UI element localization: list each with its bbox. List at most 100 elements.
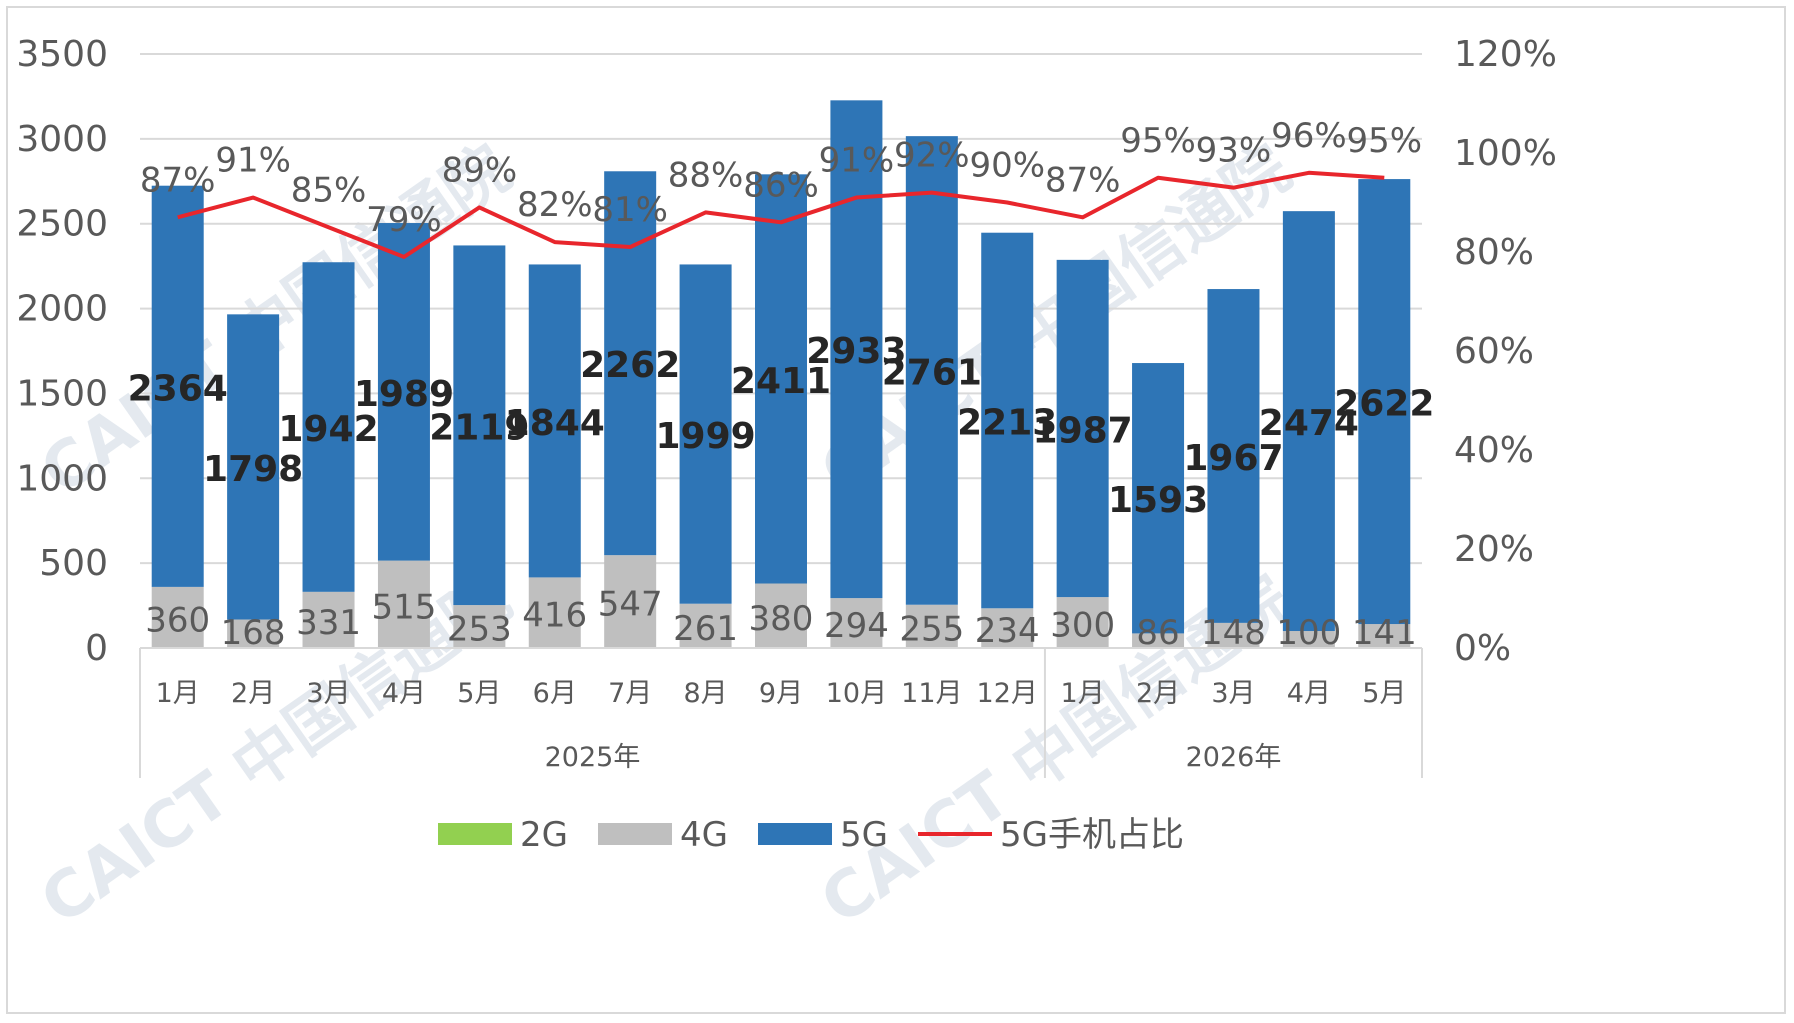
label-share: 82% — [517, 185, 593, 225]
bar-4g — [830, 598, 883, 648]
label-4g: 380 — [749, 599, 814, 639]
bar-5g — [227, 314, 280, 620]
label-4g: 294 — [824, 606, 889, 646]
x-tick-label: 4月 — [382, 678, 426, 709]
label-4g: 261 — [673, 609, 738, 649]
label-share: 88% — [668, 155, 744, 195]
x-tick-label: 3月 — [1211, 678, 1255, 709]
x-tick-label: 4月 — [1287, 678, 1331, 709]
bar-5g — [302, 262, 355, 592]
bar-5g — [1132, 363, 1185, 634]
y-tick-label: 500 — [39, 543, 108, 584]
x-tick-label: 1月 — [1061, 678, 1105, 709]
bar-5g — [981, 232, 1034, 609]
bar-4g — [1207, 622, 1260, 648]
x-tick-label: 9月 — [759, 678, 803, 709]
legend-label: 2G — [520, 815, 568, 855]
label-5g: 2622 — [1334, 384, 1434, 425]
legend-label: 5G手机占比 — [1000, 815, 1184, 855]
x-tick-label: 8月 — [683, 678, 727, 709]
bar-5g — [679, 264, 732, 604]
label-5g: 1989 — [354, 374, 454, 415]
label-4g: 515 — [371, 587, 436, 627]
y-tick-label: 2500 — [16, 204, 108, 245]
label-share: 89% — [442, 150, 518, 190]
label-5g: 2411 — [731, 361, 831, 402]
x-tick-label: 2月 — [1136, 678, 1180, 709]
label-4g: 360 — [145, 600, 210, 640]
label-share: 92% — [894, 136, 970, 176]
bar-5g — [528, 264, 581, 578]
label-5g: 1798 — [203, 449, 303, 490]
label-share: 85% — [291, 170, 367, 210]
bar-5g — [604, 171, 657, 556]
bar-5g — [151, 185, 204, 587]
label-5g: 2761 — [882, 352, 982, 393]
label-5g: 1999 — [655, 416, 755, 457]
bar-5g — [377, 223, 430, 561]
bar-5g — [1282, 211, 1335, 632]
bar-4g — [905, 604, 958, 648]
label-5g: 1593 — [1108, 480, 1208, 521]
bar-4g — [227, 619, 280, 648]
label-4g: 100 — [1276, 613, 1341, 653]
legend-label: 4G — [680, 815, 728, 855]
label-5g: 2262 — [580, 345, 680, 386]
y2-tick-label: 100% — [1454, 133, 1557, 174]
y2-tick-label: 40% — [1454, 430, 1534, 471]
label-4g: 253 — [447, 610, 512, 650]
label-share: 87% — [1045, 160, 1121, 200]
bar-5g — [1358, 179, 1411, 625]
x-tick-label: 7月 — [608, 678, 652, 709]
bar-5g — [830, 100, 883, 599]
y-tick-label: 0 — [85, 628, 108, 669]
y2-tick-label: 120% — [1454, 34, 1557, 75]
bar-4g — [755, 583, 807, 648]
y2-tick-label: 80% — [1454, 232, 1534, 273]
label-4g: 300 — [1050, 606, 1115, 646]
bar-4g — [1132, 633, 1185, 648]
y2-tick-label: 0% — [1454, 628, 1511, 669]
bar-5g — [1056, 259, 1109, 598]
label-share: 93% — [1196, 131, 1272, 171]
bar-4g — [528, 577, 581, 648]
legend-label: 5G — [840, 815, 888, 855]
bar-4g — [1282, 631, 1335, 648]
label-share: 90% — [969, 146, 1045, 186]
label-5g: 1987 — [1033, 410, 1133, 451]
bar-4g — [1358, 624, 1411, 648]
label-4g: 234 — [975, 611, 1040, 651]
bar-5g — [1207, 289, 1260, 623]
share-line — [177, 170, 1385, 259]
bar-4g — [981, 608, 1034, 648]
x-tick-label: 5月 — [1362, 678, 1406, 709]
legend-swatch — [598, 823, 672, 845]
label-4g: 331 — [296, 603, 361, 643]
chart-frame: CAICT 中国信通院 CAICT 中国信通院 CAICT 中国信通院 CAICT 中… — [6, 6, 1786, 1014]
legend-swatch — [438, 823, 512, 845]
bar-4g — [1056, 597, 1109, 648]
label-4g: 86 — [1136, 613, 1179, 653]
x-tick-label: 3月 — [306, 678, 350, 709]
label-5g: 1844 — [505, 403, 605, 444]
share-line-path — [177, 170, 1385, 259]
bar-4g — [302, 591, 355, 648]
label-5g: 2364 — [128, 368, 228, 409]
label-share: 95% — [1347, 121, 1423, 161]
label-5g: 1942 — [278, 409, 378, 450]
x-tick-label: 2月 — [231, 678, 275, 709]
label-share: 96% — [1271, 116, 1347, 156]
label-5g: 2474 — [1259, 403, 1359, 444]
bars — [151, 100, 1411, 648]
legend: 2G 4G 5G 5G手机占比 — [438, 815, 1184, 855]
label-share: 87% — [140, 160, 216, 200]
x-group-label: 2025年 — [545, 742, 641, 773]
label-share: 95% — [1120, 121, 1196, 161]
label-5g: 2119 — [429, 407, 529, 448]
y-tick-label: 1500 — [16, 373, 108, 414]
y-tick-label: 2000 — [16, 289, 108, 330]
x-tick-label: 5月 — [457, 678, 501, 709]
label-share: 79% — [366, 200, 442, 240]
label-5g: 1967 — [1183, 438, 1283, 479]
